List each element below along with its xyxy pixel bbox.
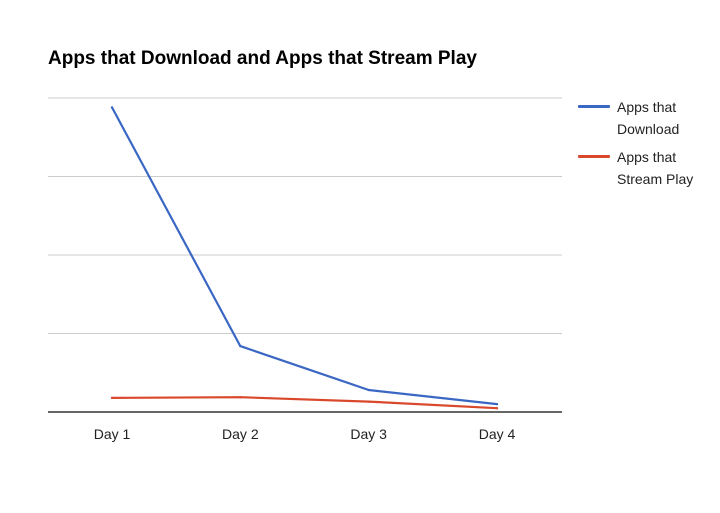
legend-label-stream: Apps that Stream Play (617, 149, 694, 187)
x-tick-label: Day 4 (479, 426, 516, 442)
data-point-s1-1 (239, 396, 242, 399)
legend-item-stream: Apps that Stream Play (578, 146, 718, 190)
data-point-s1-2 (367, 400, 370, 403)
legend-label-download: Apps that Download (617, 99, 680, 137)
data-point-s0-2 (367, 388, 370, 392)
legend-swatch-stream (578, 155, 610, 158)
series-line-0 (110, 106, 499, 406)
legend-swatch-download (578, 105, 610, 108)
data-point-s1-0 (110, 396, 114, 399)
x-tick-label: Day 1 (94, 426, 131, 442)
data-point-s0-0 (110, 106, 114, 109)
data-point-s0-3 (495, 403, 499, 406)
data-point-s0-1 (239, 344, 242, 348)
legend: Apps that Download Apps that Stream Play (578, 96, 718, 196)
data-point-s1-3 (495, 407, 499, 410)
x-tick-label: Day 2 (222, 426, 259, 442)
series-line-1 (110, 396, 499, 410)
legend-item-download: Apps that Download (578, 96, 718, 140)
x-tick-label: Day 3 (350, 426, 387, 442)
chart-title: Apps that Download and Apps that Stream … (48, 48, 477, 69)
